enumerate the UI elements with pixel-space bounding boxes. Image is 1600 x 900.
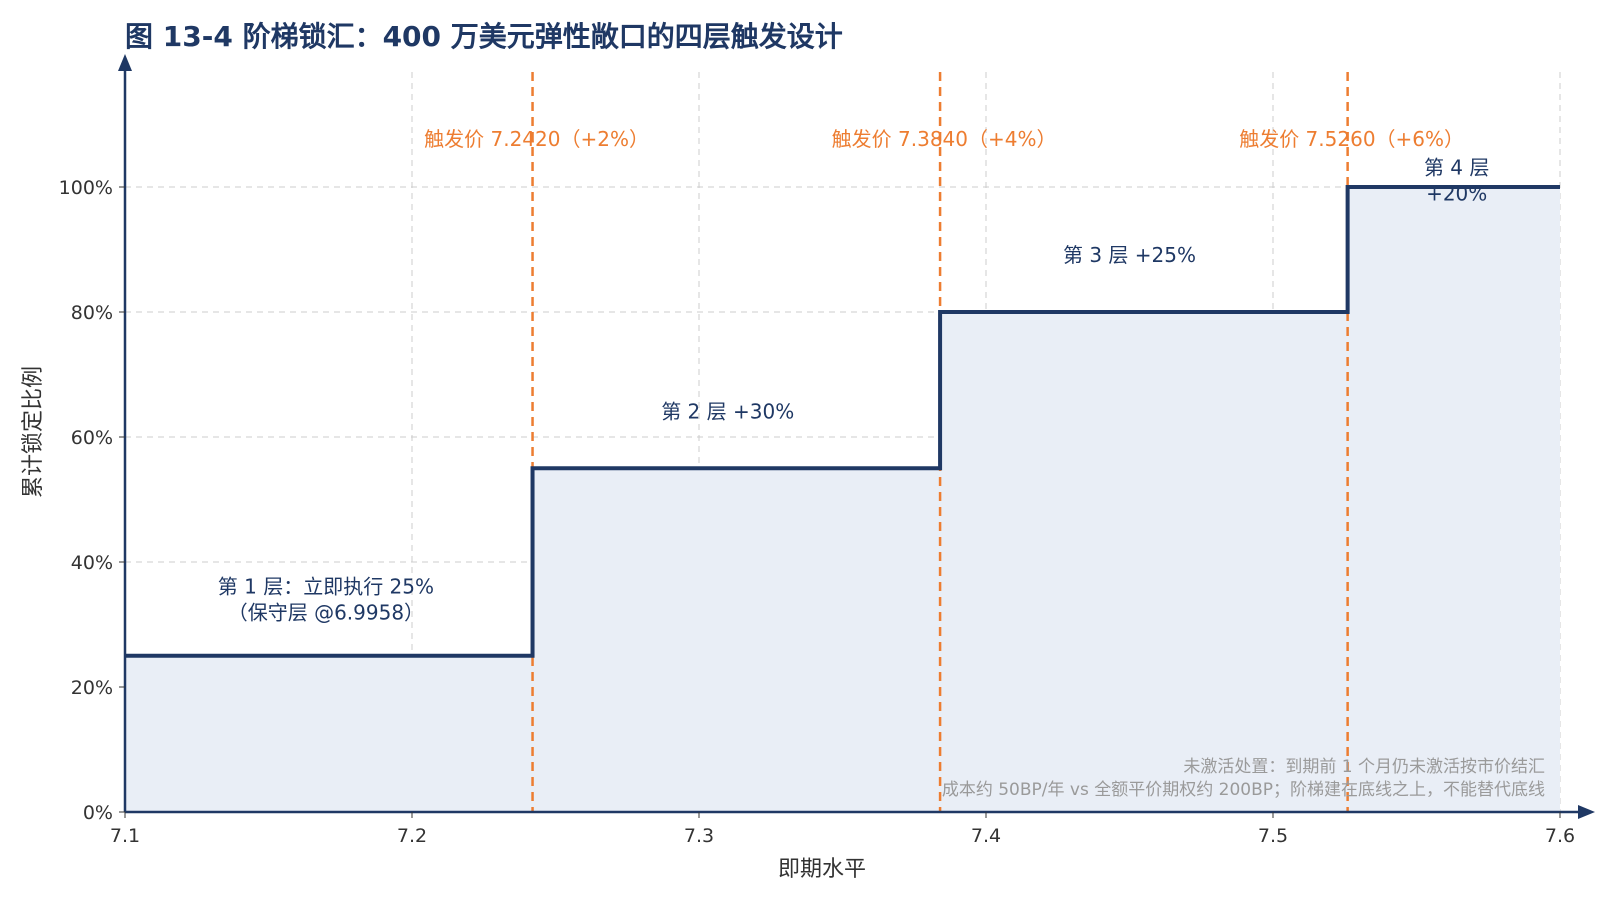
layer-label-line: 第 1 层：立即执行 25% [218,574,434,598]
chart-title: 图 13-4 阶梯锁汇：400 万美元弹性敞口的四层触发设计 [125,20,843,53]
y-tick-label: 0% [83,802,113,824]
trigger-label: 触发价 7.2420（+2%） [424,127,649,151]
y-tick-label: 80% [71,302,113,324]
x-tick-label: 7.5 [1258,825,1288,847]
step-series-line [125,185,1560,658]
tick-labels: 7.1 7.2 7.3 7.4 7.5 7.6 0% 20% 40% 60% 80% 100% [59,177,1575,847]
layer-label-line: +20% [1426,182,1487,206]
layer-label: 第 1 层：立即执行 25%（保守层 @6.9958） [218,574,434,624]
x-axis-label: 即期水平 [778,857,866,882]
y-tick-label: 20% [71,677,113,699]
x-axis-arrow [1578,805,1595,819]
layer-label-line: 第 2 层 +30% [661,399,794,423]
y-tick-label: 60% [71,427,113,449]
note-line-1: 未激活处置：到期前 1 个月仍未激活按市价结汇 [1183,757,1545,777]
x-tick-label: 7.3 [684,825,714,847]
y-tick-label: 100% [59,177,113,199]
x-tick-label: 7.6 [1545,825,1575,847]
axes [118,54,1595,819]
step-line [125,185,1560,658]
y-axis-label: 累计锁定比例 [21,366,46,498]
y-axis-arrow [118,54,132,71]
annotations: 触发价 7.2420（+2%） 触发价 7.3840（+4%） 触发价 7.5260… [218,127,1545,800]
layer-label: 第 4 层+20% [1424,156,1489,206]
y-tick-label: 40% [71,552,113,574]
layer-label-line: 第 3 层 +25% [1063,243,1196,267]
area-fill [125,187,1560,812]
x-tick-label: 7.2 [397,825,427,847]
step-area-fill [125,187,1560,812]
x-tick-label: 7.1 [110,825,140,847]
layer-label: 第 3 层 +25% [1063,243,1196,267]
trigger-label: 触发价 7.5260（+6%） [1239,127,1464,151]
layer-label-line: （保守层 @6.9958） [228,600,424,624]
trigger-label: 触发价 7.3840（+4%） [832,127,1057,151]
layer-label-line: 第 4 层 [1424,156,1489,180]
x-tick-label: 7.4 [971,825,1001,847]
layer-label: 第 2 层 +30% [661,399,794,423]
note-line-2: 成本约 50BP/年 vs 全额平价期权约 200BP；阶梯建在底线之上，不能替… [942,780,1545,800]
